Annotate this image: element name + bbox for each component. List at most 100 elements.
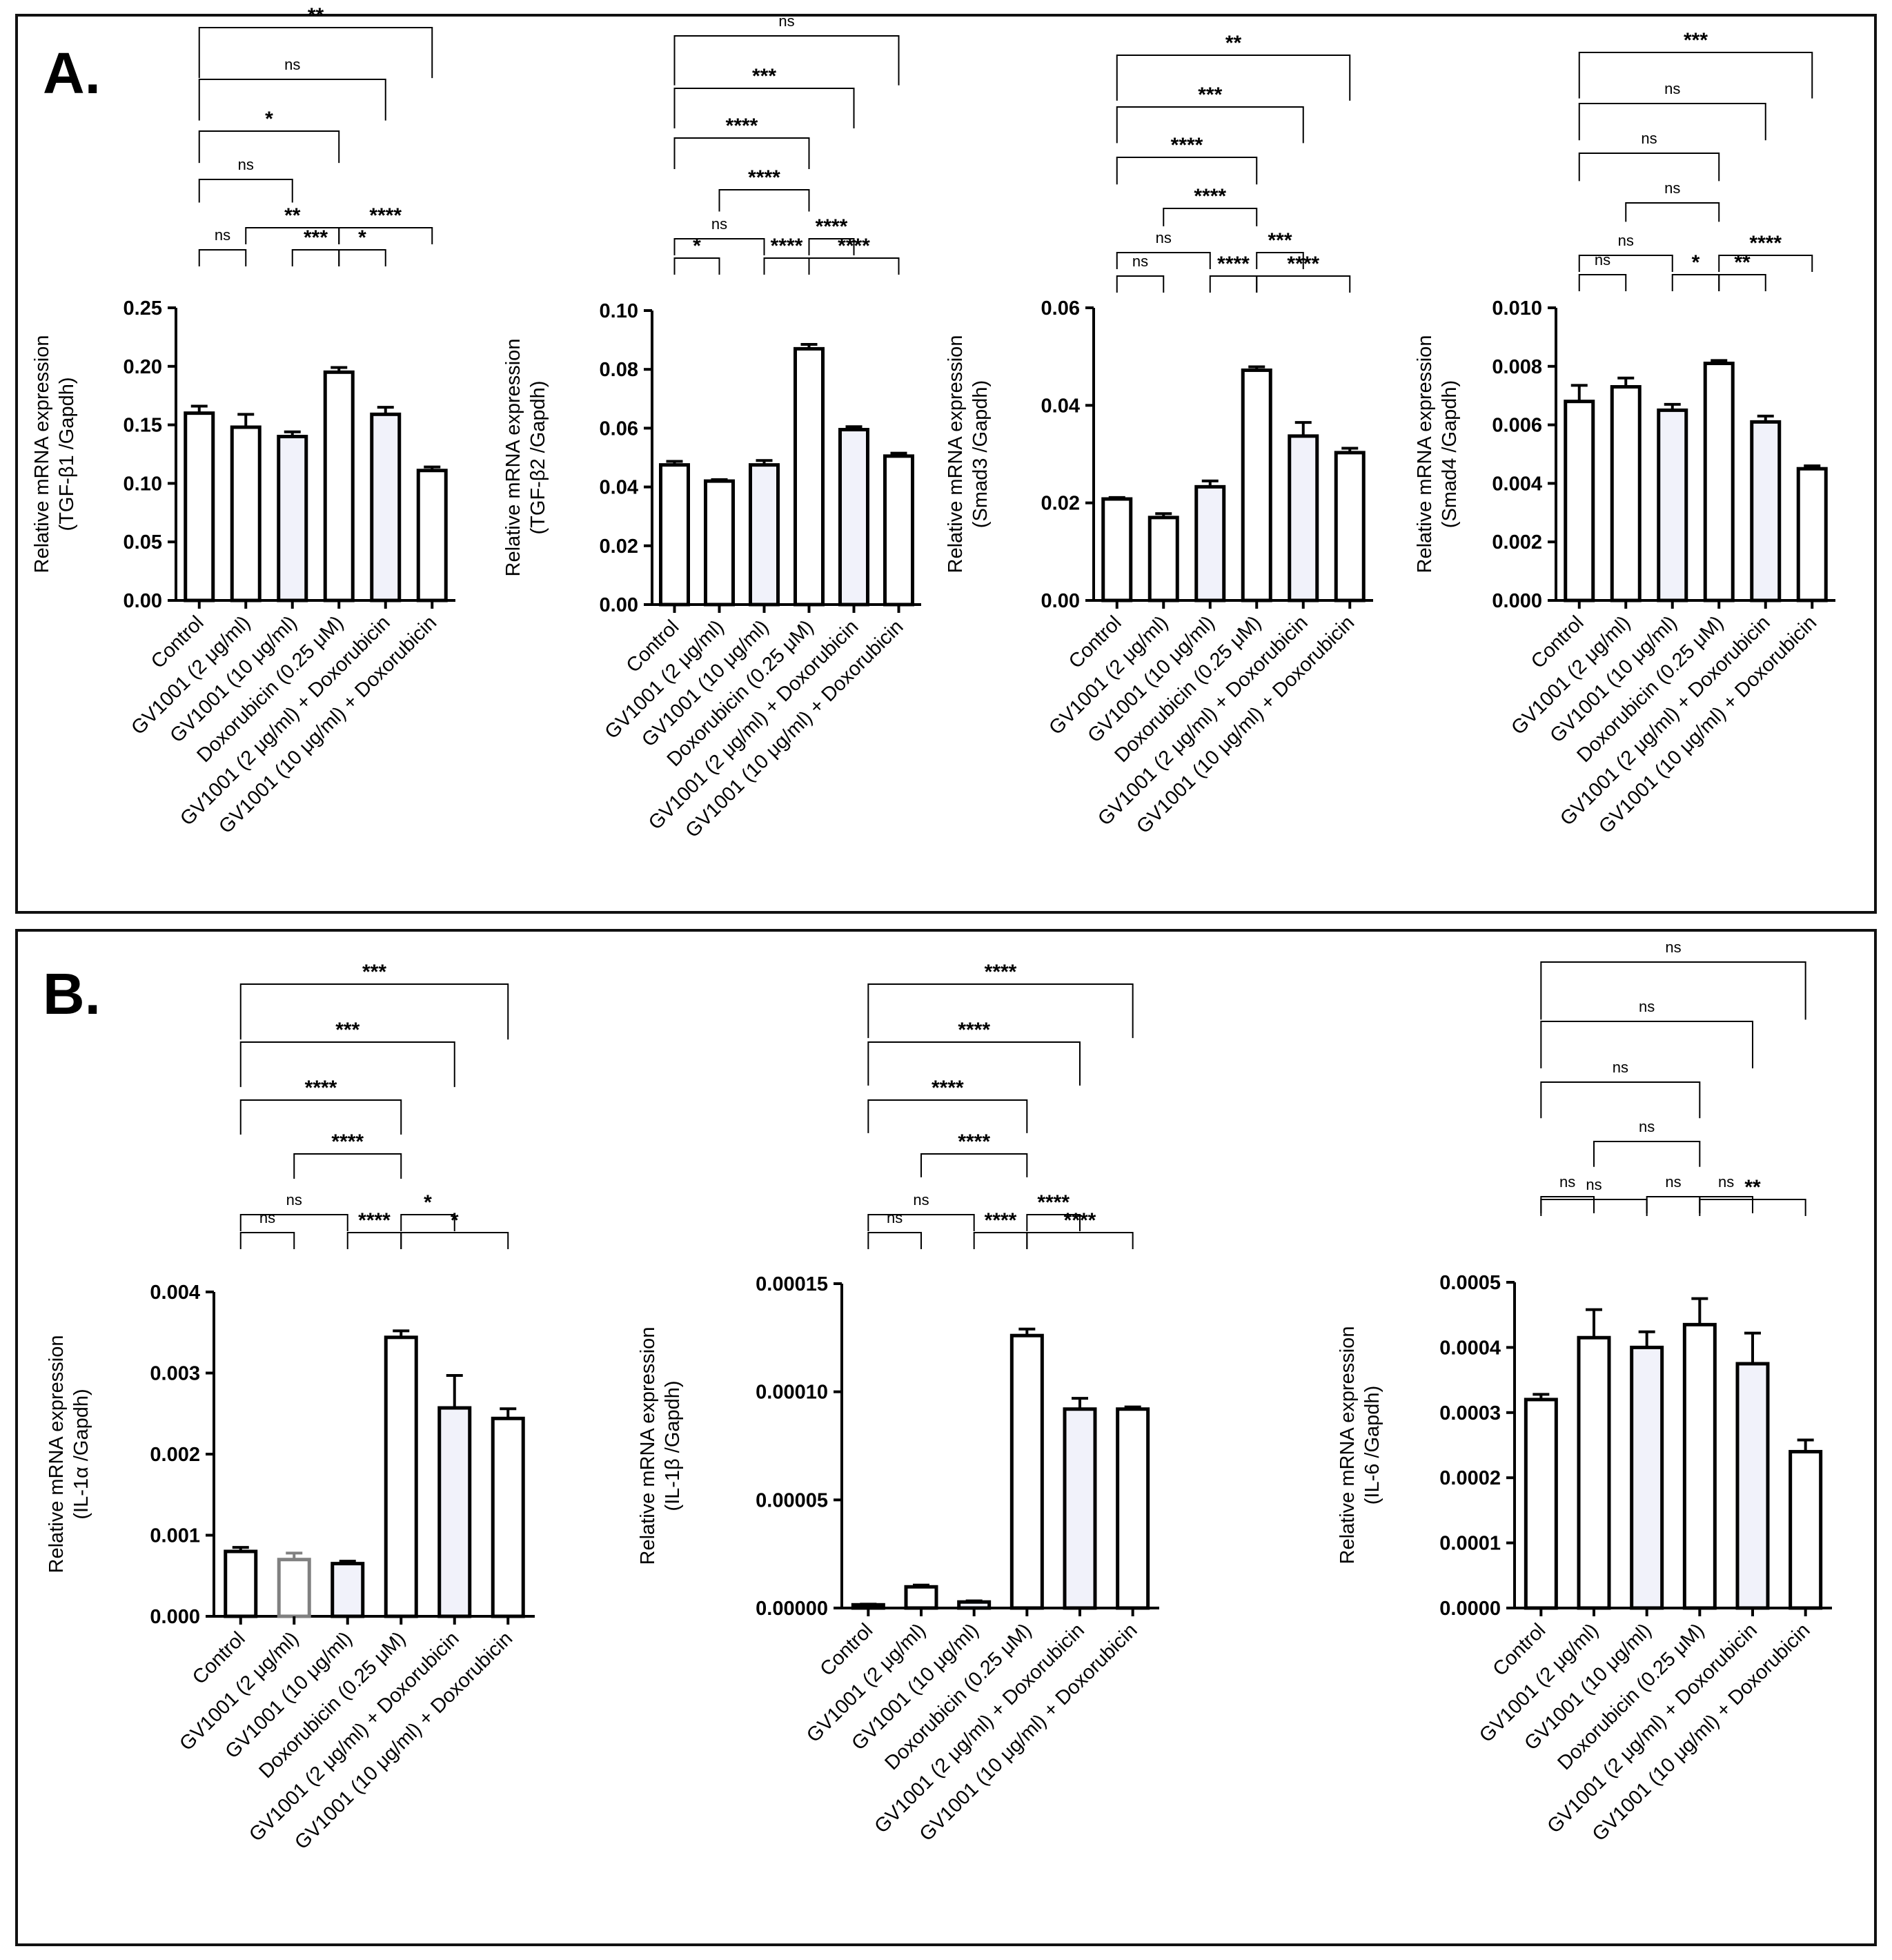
bracket-line — [718, 189, 810, 212]
bracket-line — [1026, 1214, 1081, 1231]
significance-bracket: *** — [239, 1019, 455, 1088]
bar-gv1001-2-g-ml-doxorubicin — [1750, 420, 1782, 602]
y-tick-label: 0.003 — [150, 1363, 200, 1385]
bracket-line — [1578, 103, 1766, 141]
bracket-line — [338, 249, 386, 266]
bracket-line — [1116, 55, 1351, 101]
bracket-line — [239, 1232, 295, 1249]
significance-bracket: *** — [1256, 229, 1304, 269]
significance-label: ns — [1132, 253, 1148, 270]
y-tick-label: 0.20 — [124, 356, 162, 378]
y-axis-label: (IL-1β /Gapdh) — [662, 1380, 684, 1511]
y-tick-label: 0.00 — [600, 594, 638, 616]
y-tick-label: 0.02 — [1041, 493, 1080, 515]
y-axis-label: (Smad3 /Gapdh) — [969, 380, 992, 528]
y-tick-label: 0.000 — [1492, 590, 1542, 612]
bracket-line — [1718, 274, 1766, 291]
bracket-line — [1578, 52, 1813, 99]
bracket-line — [1256, 275, 1351, 293]
significance-bracket: **** — [973, 1209, 1028, 1249]
significance-label: ns — [1618, 232, 1634, 249]
bracket-line — [400, 1232, 509, 1249]
significance-label: ** — [284, 204, 301, 227]
significance-label: ns — [238, 156, 254, 173]
significance-label: **** — [1217, 253, 1250, 275]
bar-control — [1101, 497, 1133, 602]
bracket-line — [1540, 961, 1806, 1020]
significance-label: ns — [286, 1191, 302, 1208]
bracket-line — [239, 1214, 348, 1231]
significance-bracket: ** — [198, 4, 433, 79]
y-tick-label: 0.06 — [1041, 297, 1080, 320]
significance-label: **** — [369, 204, 402, 227]
significance-label: ns — [1665, 1173, 1681, 1190]
significance-label: **** — [358, 1209, 391, 1232]
significance-label: ns — [913, 1191, 929, 1208]
bracket-line — [1116, 252, 1211, 269]
y-tick-label: 0.000 — [150, 1606, 200, 1628]
y-axis-label: (IL-6 /Gapdh) — [1361, 1386, 1383, 1505]
bar-gv1001-10-g-ml-doxorubicin — [1788, 1449, 1823, 1610]
bracket-line — [293, 1153, 402, 1179]
significance-label: ns — [259, 1209, 275, 1226]
y-tick-label: 0.0001 — [1439, 1533, 1501, 1555]
significance-label: ** — [308, 4, 324, 27]
significance-bracket: **** — [1026, 1191, 1081, 1231]
significance-bracket: **** — [867, 1077, 1028, 1133]
bracket-line — [198, 27, 433, 79]
y-axis-label: (Smad4 /Gapdh) — [1439, 380, 1461, 528]
significance-label: ns — [711, 215, 727, 233]
bracket-line — [1578, 255, 1673, 272]
significance-label: **** — [305, 1077, 337, 1099]
y-tick-label: 0.15 — [124, 415, 162, 437]
bracket-line — [673, 88, 855, 128]
significance-label: **** — [932, 1077, 964, 1099]
y-tick-label: 0.00005 — [756, 1489, 828, 1511]
bracket-line — [808, 238, 855, 255]
y-axis-label: Relative mRNA expression — [945, 335, 967, 574]
panel-b-label: B. — [43, 961, 101, 1026]
significance-label: **** — [816, 215, 848, 238]
bar-gv1001-10-g-ml-doxorubicin — [1334, 451, 1366, 602]
y-tick-label: 0.10 — [600, 300, 638, 322]
significance-bracket: **** — [338, 204, 433, 244]
significance-bracket: ns — [198, 156, 293, 203]
significance-bracket: ns — [1116, 253, 1165, 293]
bracket-line — [1578, 153, 1720, 182]
bracket-line — [1116, 275, 1165, 293]
y-tick-label: 0.0003 — [1439, 1402, 1501, 1424]
significance-label: **** — [985, 1209, 1017, 1232]
y-tick-label: 0.006 — [1492, 415, 1542, 437]
bracket-line — [673, 257, 720, 275]
significance-label: ** — [1734, 251, 1751, 274]
y-tick-label: 0.0002 — [1439, 1467, 1501, 1489]
y-tick-label: 0.04 — [600, 477, 638, 499]
significance-label: ** — [1225, 32, 1242, 55]
y-axis-label: Relative mRNA expression — [502, 339, 524, 577]
y-tick-label: 0.0005 — [1439, 1272, 1501, 1294]
significance-bracket: ns — [673, 215, 765, 255]
y-tick-label: 0.08 — [600, 359, 638, 381]
bracket-line — [1026, 1232, 1134, 1249]
significance-bracket: *** — [673, 65, 855, 128]
y-tick-label: 0.00000 — [756, 1598, 828, 1620]
bar-control — [659, 463, 690, 607]
y-tick-label: 0.06 — [600, 418, 638, 440]
bracket-line — [1540, 1081, 1701, 1119]
bracket-line — [1540, 1199, 1648, 1216]
bracket-line — [673, 238, 765, 255]
significance-bracket: **** — [1116, 134, 1258, 185]
significance-bracket: **** — [239, 1077, 402, 1135]
significance-bracket: **** — [718, 166, 810, 212]
significance-label: * — [693, 235, 701, 257]
bracket-line — [1116, 106, 1304, 144]
significance-bracket: ns — [867, 1191, 975, 1231]
y-tick-label: 0.05 — [124, 531, 162, 553]
significance-bracket: ns — [1578, 232, 1673, 272]
bracket-line — [1540, 1021, 1753, 1069]
significance-bracket: ** — [1718, 251, 1766, 291]
bar-gv1001-10-g-ml — [1194, 484, 1226, 602]
bar-gv1001-2-g-ml-doxorubicin — [838, 428, 869, 607]
